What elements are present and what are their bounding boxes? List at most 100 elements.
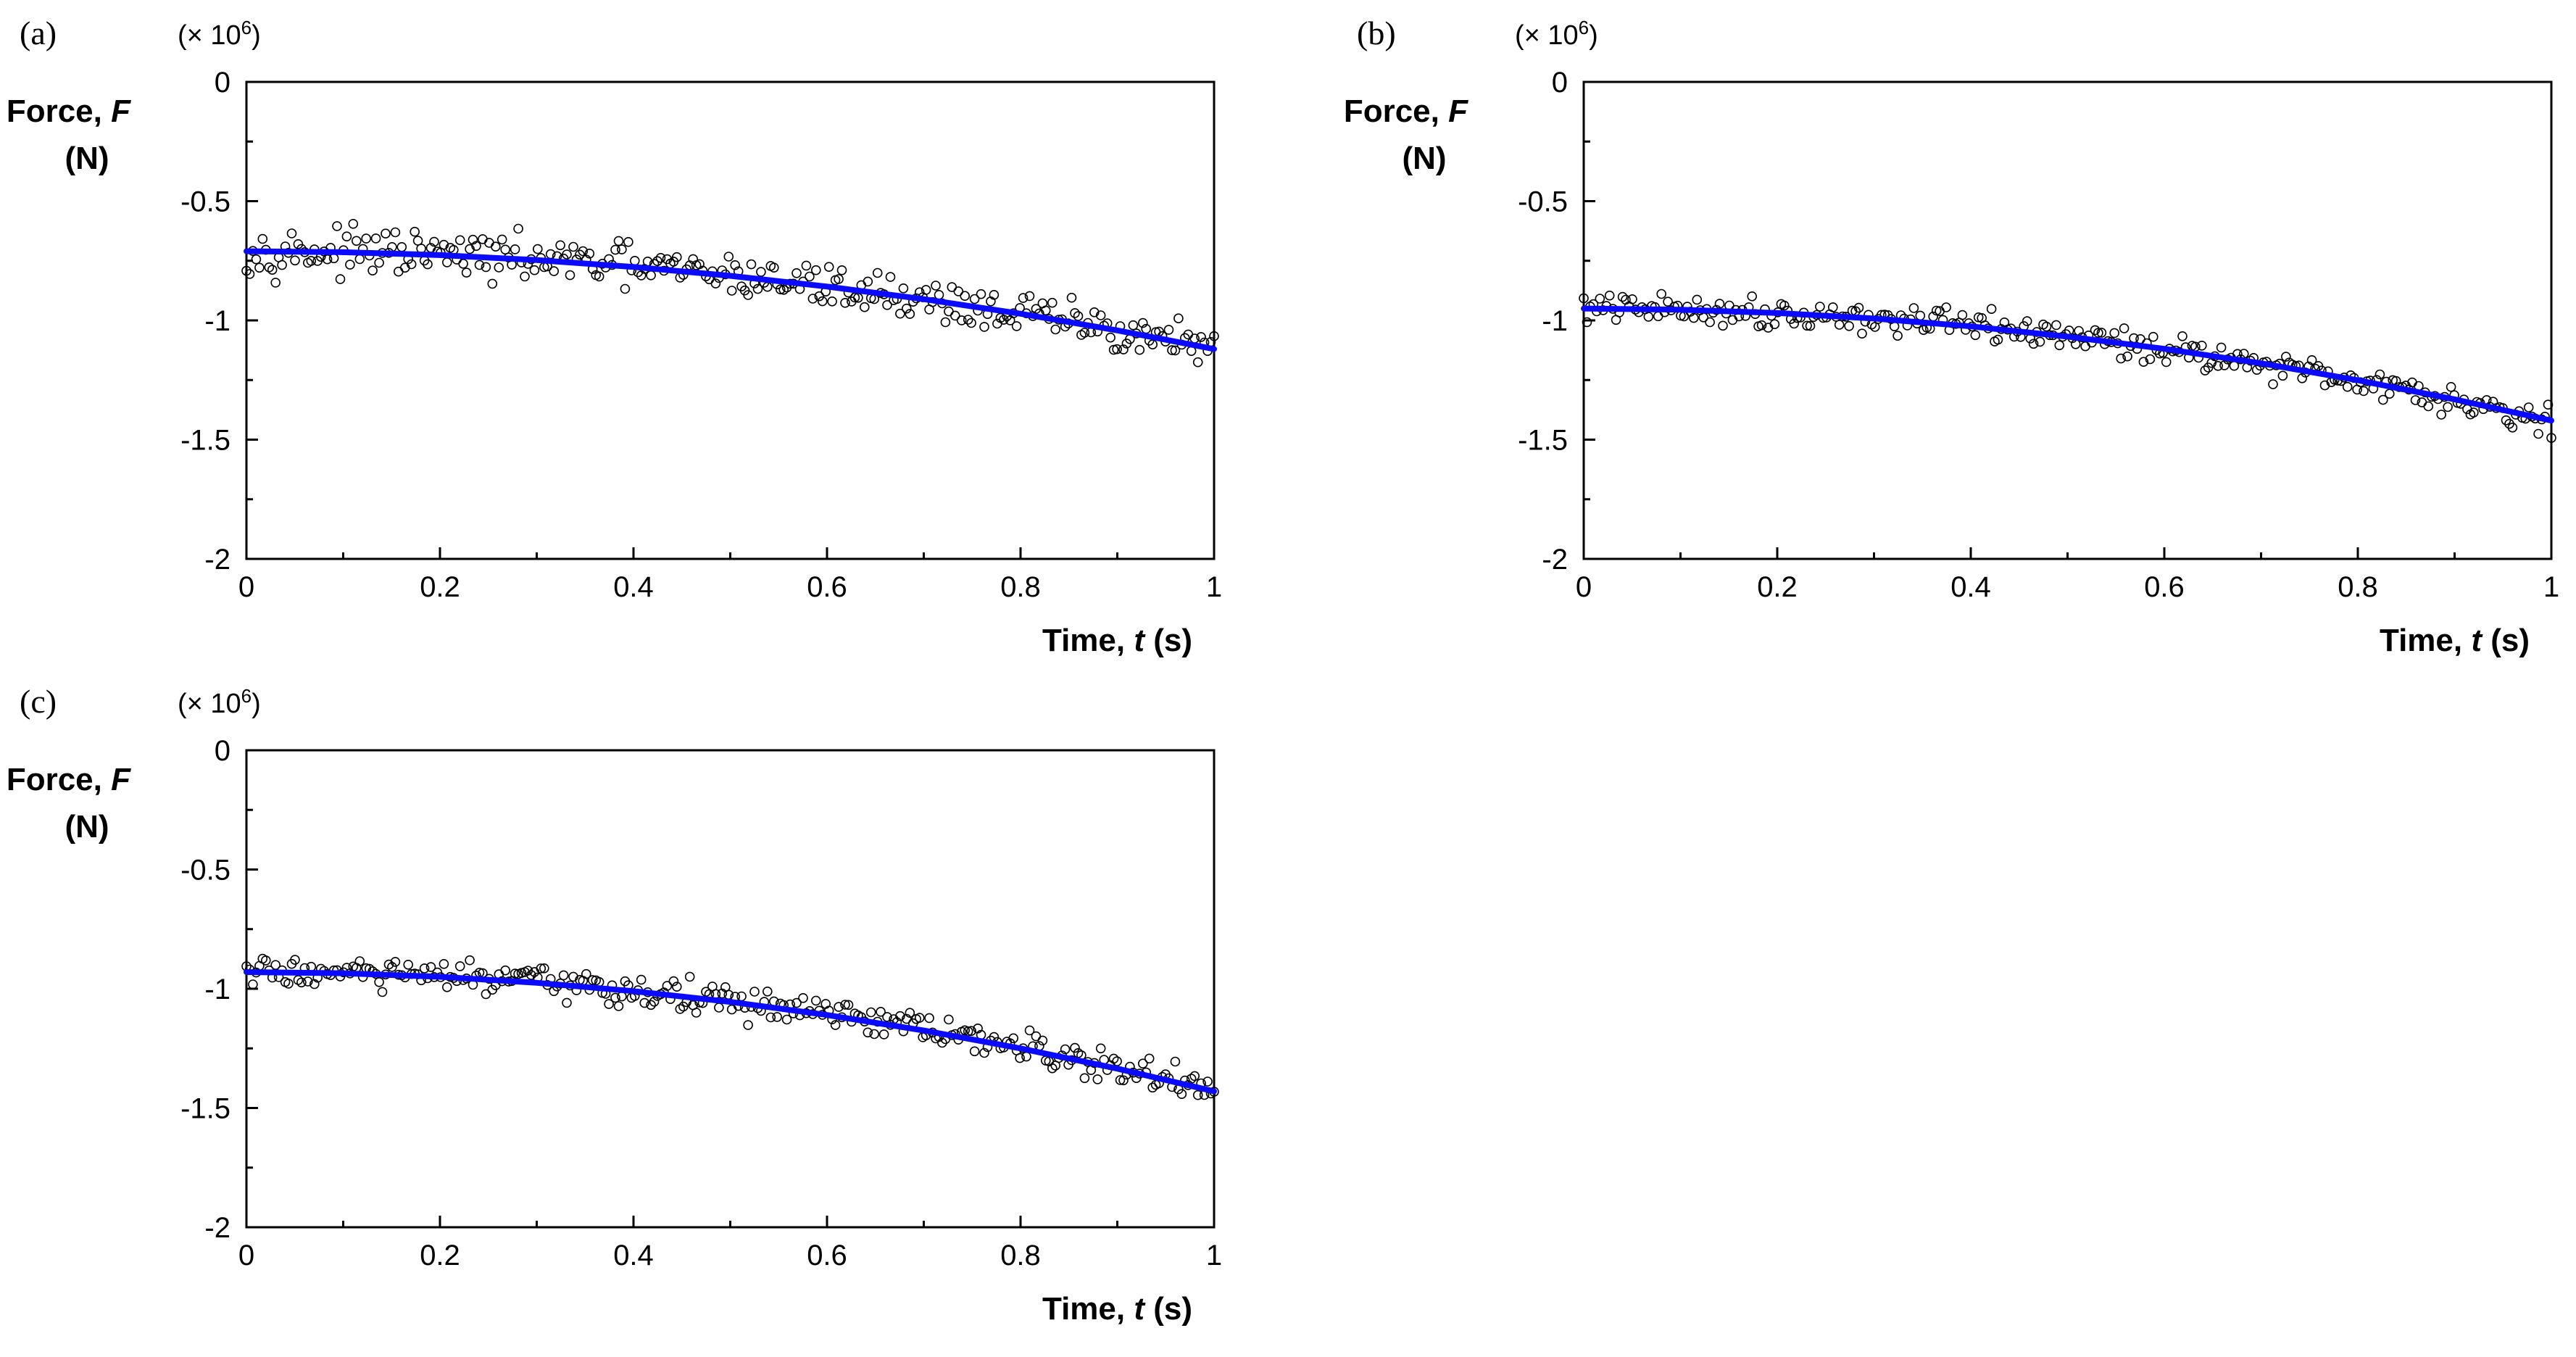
x-tick-label: 0.6 bbox=[807, 1240, 847, 1271]
data-point bbox=[562, 997, 572, 1008]
x-tick-label: 1 bbox=[2543, 571, 2559, 603]
data-point bbox=[953, 286, 964, 296]
data-point bbox=[1653, 311, 1663, 322]
data-point bbox=[558, 970, 569, 981]
x-tick-label: 0.6 bbox=[2144, 571, 2185, 603]
data-point bbox=[944, 306, 954, 317]
data-point bbox=[241, 265, 252, 276]
x-axis-title-unit: (s) bbox=[1144, 1291, 1192, 1327]
data-point bbox=[296, 977, 307, 988]
data-point bbox=[481, 989, 491, 1000]
data-point bbox=[765, 1012, 776, 1023]
multiplier-close: ) bbox=[252, 20, 261, 51]
data-point bbox=[520, 271, 530, 282]
data-point bbox=[1047, 297, 1058, 308]
data-point bbox=[575, 249, 585, 260]
data-point bbox=[1828, 302, 1838, 312]
data-point bbox=[2410, 395, 2421, 405]
data-point bbox=[1689, 312, 1699, 323]
x-axis-title-name: Time, bbox=[2380, 623, 2471, 658]
data-point bbox=[1802, 320, 1812, 331]
y-axis-unit: (N) bbox=[1402, 141, 1446, 176]
data-point bbox=[1070, 1042, 1080, 1053]
data-point bbox=[1941, 302, 1951, 312]
data-point bbox=[290, 255, 300, 266]
data-point bbox=[2177, 331, 2187, 341]
data-point bbox=[830, 1020, 841, 1030]
data-point bbox=[1011, 321, 1022, 331]
y-tick-label: -2 bbox=[204, 544, 230, 576]
multiplier-exponent: 6 bbox=[241, 17, 252, 38]
data-point bbox=[1579, 293, 1589, 304]
data-point bbox=[963, 315, 973, 325]
data-point bbox=[763, 987, 773, 997]
data-point bbox=[306, 961, 317, 972]
data-point bbox=[772, 1012, 782, 1022]
data-point bbox=[823, 262, 834, 273]
data-point bbox=[1021, 1051, 1031, 1062]
data-point bbox=[1138, 318, 1148, 328]
data-point bbox=[2213, 360, 2223, 371]
data-point bbox=[490, 241, 501, 252]
data-point bbox=[610, 244, 620, 255]
data-point bbox=[979, 322, 989, 332]
data-point bbox=[496, 234, 507, 245]
plot-data bbox=[1579, 289, 2556, 443]
y-tick-label: -1 bbox=[1542, 305, 1568, 337]
y-tick-label: -0.5 bbox=[180, 855, 230, 887]
data-point bbox=[944, 1014, 954, 1025]
data-point bbox=[1718, 320, 1728, 331]
data-point bbox=[267, 265, 278, 275]
data-point bbox=[454, 961, 465, 971]
x-tick-label: 0 bbox=[1576, 571, 1592, 603]
data-point bbox=[1024, 291, 1035, 302]
data-point bbox=[2423, 401, 2434, 412]
data-point bbox=[2161, 357, 2172, 368]
data-point bbox=[950, 310, 960, 321]
data-point bbox=[2035, 336, 2045, 347]
data-point bbox=[1092, 1074, 1103, 1084]
data-point bbox=[354, 956, 365, 966]
data-point bbox=[604, 999, 614, 1009]
data-point bbox=[1079, 1073, 1090, 1084]
data-point bbox=[2122, 351, 2132, 362]
data-point bbox=[1163, 325, 1174, 335]
data-point bbox=[2546, 433, 2556, 443]
data-point bbox=[1108, 1053, 1119, 1064]
data-point bbox=[876, 1007, 886, 1017]
data-point bbox=[836, 265, 847, 275]
data-point bbox=[1957, 310, 1968, 320]
data-point bbox=[2268, 379, 2278, 389]
data-point bbox=[989, 289, 1000, 300]
panel-label: (b) bbox=[1357, 14, 1396, 51]
x-tick-label: 0.2 bbox=[420, 571, 460, 603]
data-point bbox=[1176, 1089, 1187, 1099]
data-point bbox=[940, 317, 951, 328]
data-point bbox=[510, 968, 520, 979]
data-point bbox=[849, 292, 860, 303]
data-point bbox=[441, 982, 452, 992]
data-point bbox=[960, 291, 970, 302]
data-point bbox=[2145, 354, 2156, 365]
data-point bbox=[1015, 1053, 1025, 1063]
data-point bbox=[769, 262, 779, 273]
data-point bbox=[905, 309, 915, 319]
data-point bbox=[2443, 402, 2453, 412]
data-point bbox=[1617, 291, 1628, 302]
data-point bbox=[526, 970, 536, 980]
data-point bbox=[277, 260, 287, 270]
y-axis-title-symbol: F bbox=[111, 94, 131, 129]
data-point bbox=[969, 1046, 980, 1057]
data-point bbox=[827, 296, 837, 307]
data-point bbox=[539, 963, 549, 974]
chart-panel-3: (c) (× 106)Force, F(N)Time, t (s)0 0.2 0.4 0… bbox=[7, 683, 1222, 1327]
data-point bbox=[425, 962, 436, 972]
data-point bbox=[2297, 373, 2307, 383]
data-point bbox=[710, 278, 721, 289]
data-point bbox=[1727, 315, 1738, 325]
data-point bbox=[1834, 320, 1845, 330]
data-point bbox=[374, 977, 384, 987]
data-point bbox=[1209, 331, 1219, 341]
data-point bbox=[979, 1047, 989, 1058]
